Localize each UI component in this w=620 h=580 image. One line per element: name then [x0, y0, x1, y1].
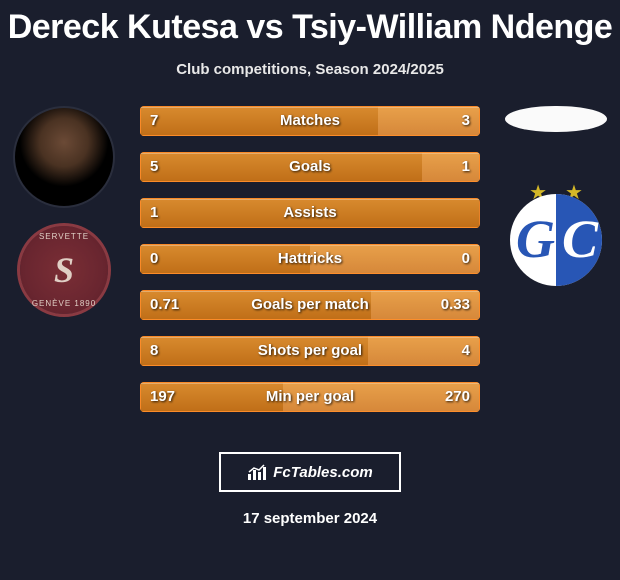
stat-value-right: 0.33: [441, 290, 470, 320]
stat-row: Matches73: [140, 106, 480, 136]
stat-value-left: 0: [150, 244, 158, 274]
right-player-column: ★★ G C: [500, 106, 612, 284]
stat-bar-right: [422, 152, 480, 182]
club-left-top-text: SERVETTE: [39, 232, 89, 241]
club-right-letter-2: C: [562, 208, 598, 270]
brand-box[interactable]: FcTables.com: [219, 452, 401, 492]
club-right-letter-1: G: [516, 208, 555, 270]
stat-bar-left: [140, 198, 479, 228]
player-left-avatar: [13, 106, 115, 208]
stat-value-left: 1: [150, 198, 158, 228]
brand-text: FcTables.com: [273, 464, 372, 481]
stat-row: Assists1: [140, 198, 480, 228]
stat-value-right: 0: [462, 244, 470, 274]
stat-value-right: 1: [462, 152, 470, 182]
player-left-club-badge: SERVETTE S GENÈVE 1890: [20, 226, 108, 314]
stat-row: Goals per match0.710.33: [140, 290, 480, 320]
chart-icon: [247, 464, 267, 480]
stat-bar-left: [140, 336, 368, 366]
club-right-circle: G C: [510, 194, 602, 286]
stat-value-right: 3: [462, 106, 470, 136]
player-right-avatar: [505, 106, 607, 132]
stat-bar-left: [140, 152, 422, 182]
stat-value-right: 270: [445, 382, 470, 412]
stat-row: Min per goal197270: [140, 382, 480, 412]
footer-date: 17 september 2024: [0, 510, 620, 527]
stat-value-left: 7: [150, 106, 158, 136]
stat-value-left: 197: [150, 382, 175, 412]
stat-bar-left: [140, 244, 310, 274]
page-subtitle: Club competitions, Season 2024/2025: [0, 61, 620, 78]
stat-value-right: 4: [462, 336, 470, 366]
player-right-club-badge: ★★ G C: [506, 184, 606, 284]
comparison-content: SERVETTE S GENÈVE 1890 ★★ G C Matches73G…: [0, 106, 620, 426]
club-left-letter: S: [54, 249, 74, 291]
left-player-column: SERVETTE S GENÈVE 1890: [8, 106, 120, 314]
stat-value-left: 0.71: [150, 290, 179, 320]
stat-bar-right: [479, 198, 480, 228]
page-title: Dereck Kutesa vs Tsiy-William Ndenge: [0, 0, 620, 47]
stat-value-left: 8: [150, 336, 158, 366]
stat-bar-right: [310, 244, 480, 274]
stat-row: Shots per goal84: [140, 336, 480, 366]
stat-bars: Matches73Goals51Assists1Hattricks00Goals…: [140, 106, 480, 428]
stat-bar-left: [140, 106, 378, 136]
stat-row: Hattricks00: [140, 244, 480, 274]
stat-row: Goals51: [140, 152, 480, 182]
stat-value-left: 5: [150, 152, 158, 182]
club-left-bottom-text: GENÈVE 1890: [32, 299, 96, 308]
